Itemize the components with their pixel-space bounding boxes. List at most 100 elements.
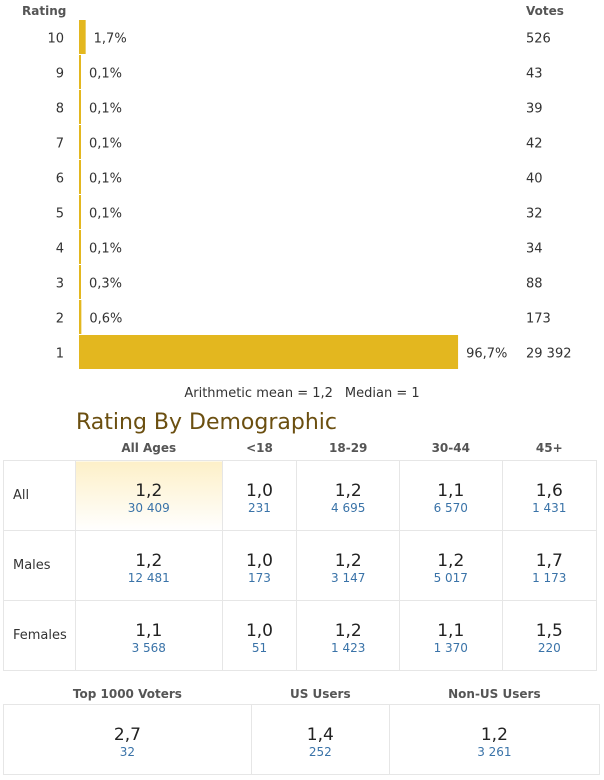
row-label: All [3, 460, 76, 531]
avg-rating: 1,1 [437, 480, 465, 501]
vote-count-link[interactable]: 3 147 [331, 570, 366, 585]
col-us-users: US Users [289, 687, 351, 701]
percent-label: 0,6% [89, 312, 122, 327]
demo-cell: 1,0 231 [221, 460, 298, 531]
demo-cell: 1,1 1 370 [398, 600, 503, 671]
vote-count-link[interactable]: 51 [251, 640, 268, 655]
vote-count-link[interactable]: 6 570 [433, 500, 468, 515]
avg-rating: 1,0 [245, 550, 273, 571]
avg-rating: 1,2 [480, 724, 508, 745]
vote-count: 173 [526, 312, 551, 327]
vote-count-link[interactable]: 1 423 [331, 640, 366, 655]
percent-label: 0,3% [89, 277, 122, 292]
vote-count-link[interactable]: 30 409 [127, 500, 170, 515]
avg-rating: 1,1 [135, 620, 163, 641]
demo-cell: 1,2 5 017 [398, 530, 503, 601]
vote-count: 29 392 [526, 347, 572, 362]
votes-column-header: Votes [526, 4, 564, 18]
row-males: Males 1,2 12 481 1,0 173 1,2 3 147 1,2 5 017… [3, 530, 598, 601]
avg-rating: 1,2 [334, 550, 362, 571]
rating-bar [79, 230, 81, 264]
demo-cell: 1,1 6 570 [398, 460, 503, 531]
demo-cell: 1,6 1 431 [501, 460, 598, 531]
vote-count: 88 [526, 277, 543, 292]
voter-groups-header-row: Top 1000 Voters US Users Non-US Users [4, 684, 600, 705]
rating-label: 1 [56, 347, 64, 362]
vote-count-link[interactable]: 1 431 [532, 500, 567, 515]
vote-count: 40 [526, 172, 543, 187]
rating-bar [79, 20, 86, 54]
vote-count-link[interactable]: 3 568 [131, 640, 166, 655]
col-30-44: 30-44 [431, 441, 470, 455]
voter-groups-table: Top 1000 Voters US Users Non-US Users 2,… [3, 684, 601, 775]
group-cell: 1,2 3 261 [388, 704, 601, 775]
vote-count: 43 [526, 67, 543, 82]
rating-label: 4 [56, 242, 64, 257]
arithmetic-mean: Arithmetic mean = 1,2 [184, 386, 333, 401]
vote-count: 32 [526, 207, 543, 222]
vote-count-link[interactable]: 1 370 [433, 640, 468, 655]
percent-label: 0,1% [89, 172, 122, 187]
col-under-18: <18 [246, 441, 273, 455]
row-label: Females [3, 600, 76, 671]
demo-cell: 1,2 12 481 [75, 530, 223, 601]
col-45-plus: 45+ [535, 441, 563, 455]
avg-rating: 1,2 [334, 480, 362, 501]
rating-bar [79, 300, 82, 334]
percent-label: 0,1% [89, 242, 122, 257]
demo-cell: 1,2 30 409 [75, 460, 223, 531]
avg-rating: 1,2 [437, 550, 465, 571]
vote-count-link[interactable]: 4 695 [331, 500, 366, 515]
percent-label: 0,1% [89, 207, 122, 222]
rating-label: 9 [56, 67, 64, 82]
demo-cell: 1,2 3 147 [296, 530, 400, 601]
rating-bar [79, 335, 459, 369]
demo-cell: 1,0 51 [221, 600, 298, 671]
vote-count-link[interactable]: 231 [248, 500, 271, 515]
vote-count-link[interactable]: 32 [119, 744, 136, 759]
rating-bar [79, 160, 81, 194]
group-cell: 1,4 252 [250, 704, 390, 775]
rating-column-header: Rating [22, 4, 67, 18]
rating-label: 3 [56, 277, 64, 292]
row-all: All 1,2 30 409 1,0 231 1,2 4 695 1,1 6 570 1… [3, 460, 598, 531]
percent-label: 96,7% [466, 347, 507, 362]
avg-rating: 1,4 [306, 724, 334, 745]
percent-label: 0,1% [89, 102, 122, 117]
vote-count-link[interactable]: 12 481 [127, 570, 170, 585]
vote-count-link[interactable]: 173 [248, 570, 271, 585]
demographic-table: All Ages <18 18-29 30-44 45+ All 1,2 30 4… [3, 436, 598, 671]
demographic-title: Rating By Demographic [76, 410, 338, 435]
demographic-header-row: All Ages <18 18-29 30-44 45+ [4, 436, 597, 461]
corner-cell [4, 436, 76, 461]
rating-label: 6 [56, 172, 64, 187]
median: Median = 1 [344, 386, 420, 401]
avg-rating: 1,2 [135, 480, 163, 501]
demo-cell: 1,1 3 568 [75, 600, 223, 671]
rating-label: 8 [56, 102, 64, 117]
row-label: Males [3, 530, 76, 601]
vote-count-link[interactable]: 252 [308, 744, 332, 759]
rating-bar [79, 125, 81, 159]
vote-count-link[interactable]: 3 261 [477, 744, 512, 759]
col-top-1000-voters: Top 1000 Voters [72, 687, 182, 701]
rating-bar [79, 55, 81, 89]
rating-bar [79, 265, 81, 299]
vote-count-link[interactable]: 5 017 [433, 570, 468, 585]
avg-rating: 2,7 [113, 724, 141, 745]
rating-label: 2 [56, 312, 64, 327]
percent-label: 0,1% [89, 67, 122, 82]
rating-summary: Arithmetic mean = 1,2 Median = 1 [0, 386, 604, 401]
rating-label: 10 [47, 32, 64, 47]
col-all-ages: All Ages [121, 441, 177, 455]
vote-count-link[interactable]: 220 [537, 640, 561, 655]
rating-bar [79, 90, 81, 124]
vote-count-link[interactable]: 1 173 [532, 570, 567, 585]
vote-count: 34 [526, 242, 543, 257]
demo-cell: 1,7 1 173 [501, 530, 598, 601]
demo-cell: 1,5 220 [501, 600, 598, 671]
avg-rating: 1,0 [245, 620, 273, 641]
rating-label: 7 [56, 137, 64, 152]
avg-rating: 1,0 [245, 480, 273, 501]
